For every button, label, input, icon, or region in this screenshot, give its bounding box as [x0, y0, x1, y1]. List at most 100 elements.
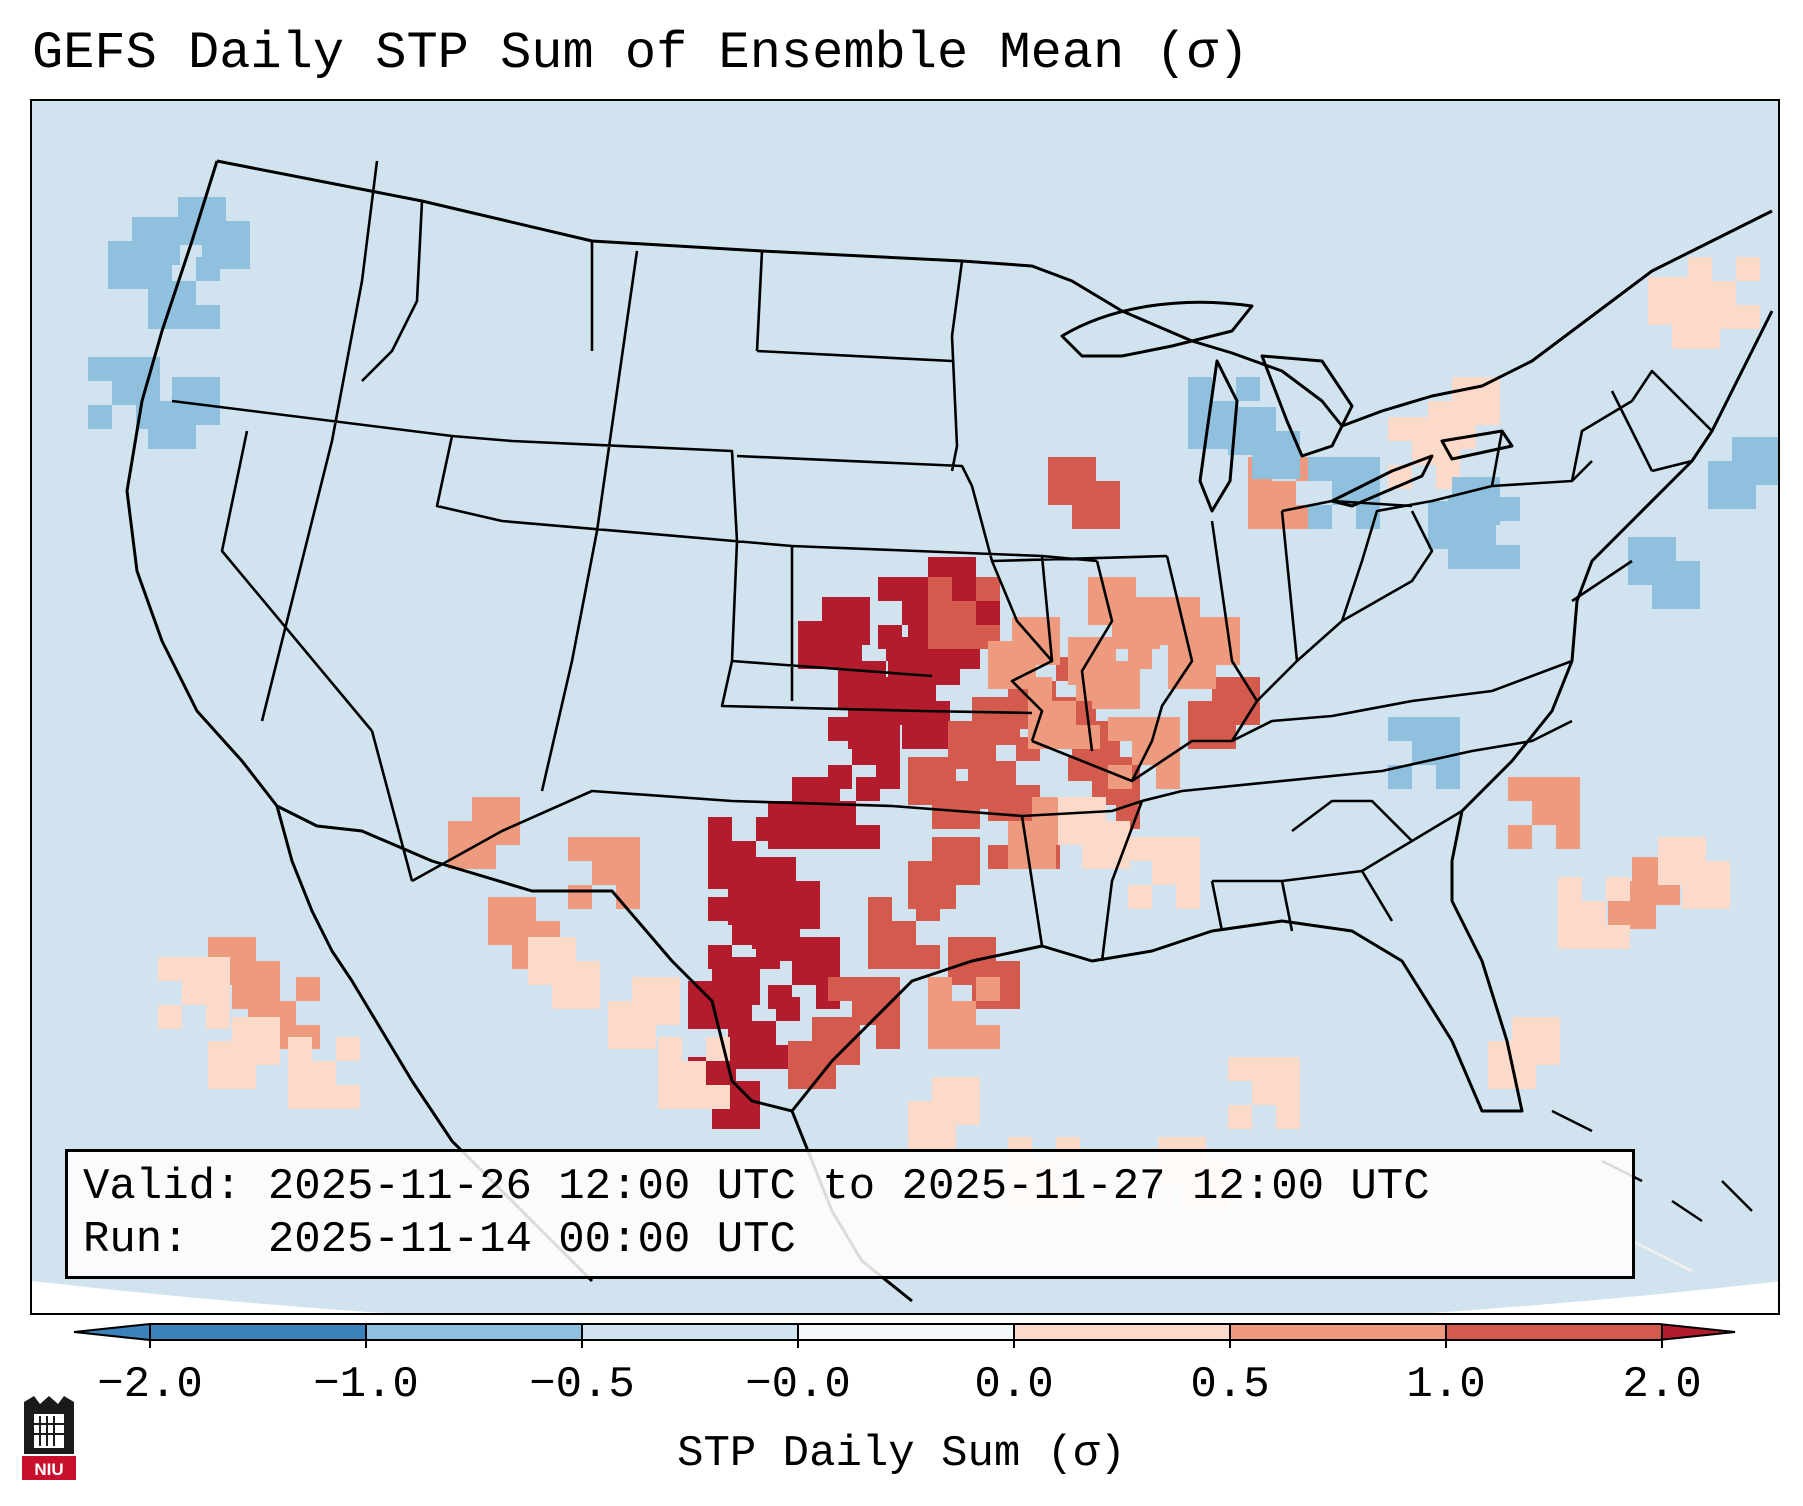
stp-cell [1652, 537, 1676, 561]
stp-cell [1228, 1057, 1252, 1081]
colorbar-outline [73, 1323, 1736, 1341]
stp-cell [1152, 837, 1176, 861]
stp-cell [1252, 431, 1276, 455]
stp-cell [846, 597, 870, 621]
stp-cell [1696, 301, 1720, 325]
stp-cell [1672, 325, 1696, 349]
stp-cell [568, 885, 592, 909]
stp-cell [1128, 837, 1152, 861]
lake-huron [1260, 354, 1354, 458]
stp-cell [552, 961, 576, 985]
stp-cell [1732, 461, 1756, 485]
stp-cell [1558, 901, 1582, 925]
stp-cell [312, 1085, 336, 1109]
stp-cell [1116, 685, 1140, 709]
stp-cell [708, 817, 732, 841]
stp-cell [908, 1125, 932, 1149]
stp-cell [1606, 877, 1630, 901]
stp-cell [336, 1085, 360, 1109]
stp-cell [792, 937, 816, 961]
stp-cell [868, 945, 892, 969]
stp-cell [256, 1041, 280, 1065]
stp-cell [796, 905, 820, 929]
colorbar-tick-label: −0.5 [529, 1360, 635, 1410]
stp-cell [932, 1125, 956, 1149]
stp-cell [1532, 801, 1556, 825]
stp-cell [736, 957, 760, 981]
stp-cell [1708, 461, 1732, 485]
stp-cell [1512, 1041, 1536, 1065]
stp-cell [932, 781, 956, 805]
stp-cell [1176, 885, 1200, 909]
us-coastline [125, 160, 1774, 1113]
stp-cell [1252, 1057, 1276, 1081]
stp-cell [988, 797, 1012, 821]
stp-cell [1706, 861, 1730, 885]
stp-cell [312, 1061, 336, 1085]
colorbar-segment [150, 1324, 366, 1340]
stp-cell [1606, 925, 1630, 949]
stp-cell [1532, 777, 1556, 801]
stp-cell [878, 577, 902, 601]
stp-cell [1476, 401, 1500, 425]
stp-cell [232, 1041, 256, 1065]
stp-cell [196, 377, 220, 401]
stp-cell [1436, 765, 1460, 789]
stp-cell [1096, 481, 1120, 505]
stp-cell [576, 961, 600, 985]
stp-cell [1732, 437, 1756, 461]
stp-cell [908, 1101, 932, 1125]
stp-cell [988, 665, 1012, 689]
stp-cell [868, 897, 892, 921]
stp-cell [1096, 505, 1120, 529]
map-svg [32, 101, 1778, 1313]
stp-cell [1128, 885, 1152, 909]
stp-cell [708, 841, 732, 865]
stp-cell [1452, 401, 1476, 425]
stp-cell [1068, 661, 1092, 685]
stp-cell [1628, 561, 1652, 585]
stp-cell [576, 985, 600, 1009]
stp-cell [932, 837, 956, 861]
stp-cell [1356, 457, 1380, 481]
stp-cell [296, 977, 320, 1001]
stp-cell [208, 1065, 232, 1089]
stp-cell [1192, 617, 1216, 641]
stp-cell [1072, 457, 1096, 481]
stp-cell [988, 641, 1012, 665]
stp-cell [448, 821, 472, 845]
stp-cell [608, 1025, 632, 1049]
stp-cell [616, 837, 640, 861]
stp-cell [1092, 685, 1116, 709]
colorbar-tick-label: −0.0 [745, 1360, 851, 1410]
stp-cell [1672, 277, 1696, 301]
stp-cell [1052, 701, 1076, 725]
map-title: GEFS Daily STP Sum of Ensemble Mean (σ) [32, 24, 1249, 83]
stp-cell [1212, 725, 1236, 749]
stp-cell [1488, 1065, 1512, 1089]
stp-cell [158, 1005, 182, 1029]
stp-cell [232, 961, 256, 985]
stp-cell [856, 777, 880, 801]
stp-cell [568, 837, 592, 861]
stp-cell [776, 997, 800, 1021]
stp-cell [1188, 725, 1212, 749]
colorbar-ticks [149, 1324, 1663, 1348]
logo-grid [34, 1416, 64, 1446]
stp-cell [1156, 765, 1180, 789]
stp-cell [172, 425, 196, 449]
stp-cell [1032, 845, 1056, 869]
stp-cell [1058, 797, 1082, 821]
stp-cell [1192, 665, 1216, 689]
stp-cell [902, 725, 926, 749]
stp-cell [1082, 797, 1106, 821]
stp-cell [1556, 825, 1580, 849]
stp-cell [1048, 457, 1072, 481]
colorbar-segment [1446, 1324, 1662, 1340]
stp-cell [632, 1025, 656, 1049]
stp-cell [1582, 925, 1606, 949]
stp-cell [172, 305, 196, 329]
stp-cell [688, 1005, 712, 1029]
stp-cell [202, 245, 226, 269]
stp-cell [928, 1001, 952, 1025]
